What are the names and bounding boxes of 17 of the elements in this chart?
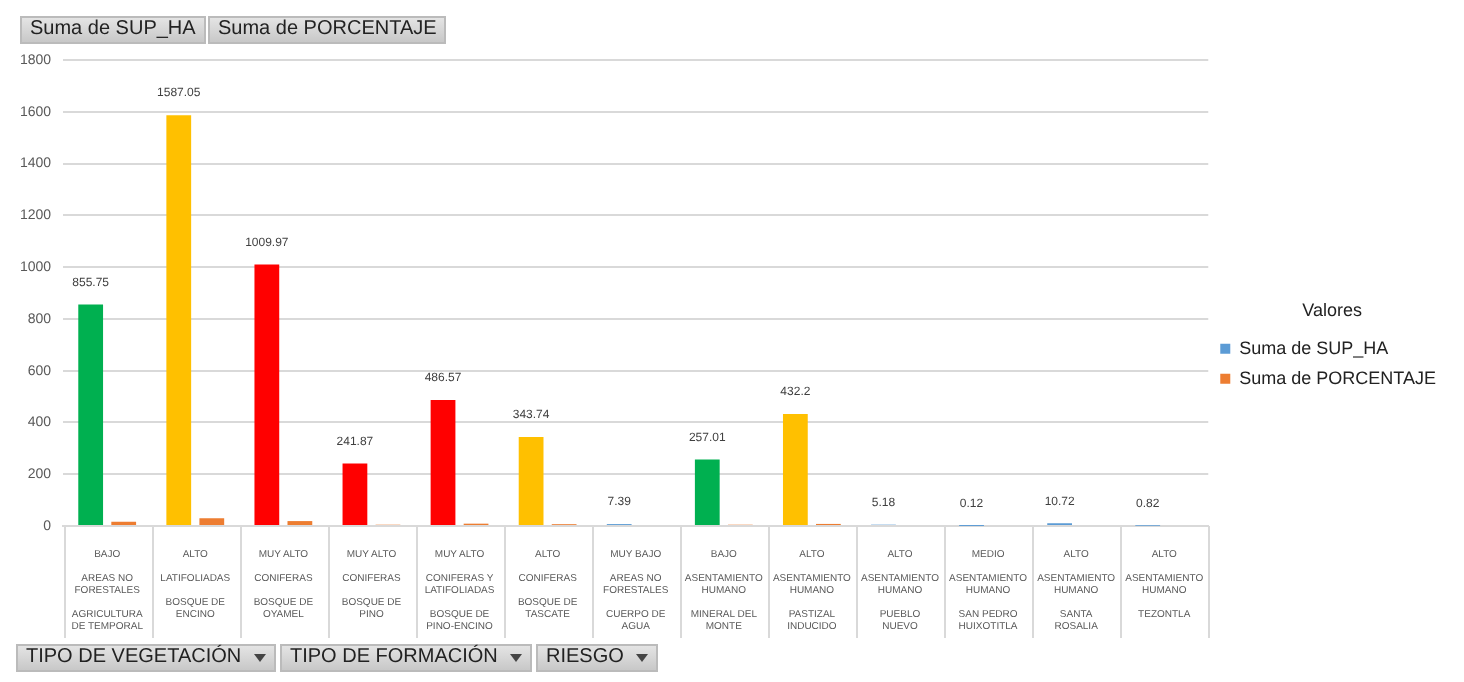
text: TIPO DE VEGETACIÓN <box>26 644 242 672</box>
bar <box>254 264 280 525</box>
bar <box>694 459 720 525</box>
bar <box>342 463 368 525</box>
text: Suma de PORCENTAJE <box>218 16 437 44</box>
bar <box>518 437 544 525</box>
text: TIPO DE FORMACIÓN <box>290 644 498 672</box>
legend-label: Suma de SUP_HA <box>1239 337 1389 358</box>
text: RIESGO <box>546 644 624 672</box>
bar <box>199 518 225 525</box>
bar <box>782 414 808 525</box>
legend-title: Valores <box>1302 300 1363 321</box>
bar <box>78 304 104 525</box>
legend-label: Suma de PORCENTAJE <box>1239 367 1437 388</box>
text: Suma de SUP_HA <box>30 16 196 44</box>
bar <box>430 400 456 525</box>
bar <box>166 115 192 525</box>
